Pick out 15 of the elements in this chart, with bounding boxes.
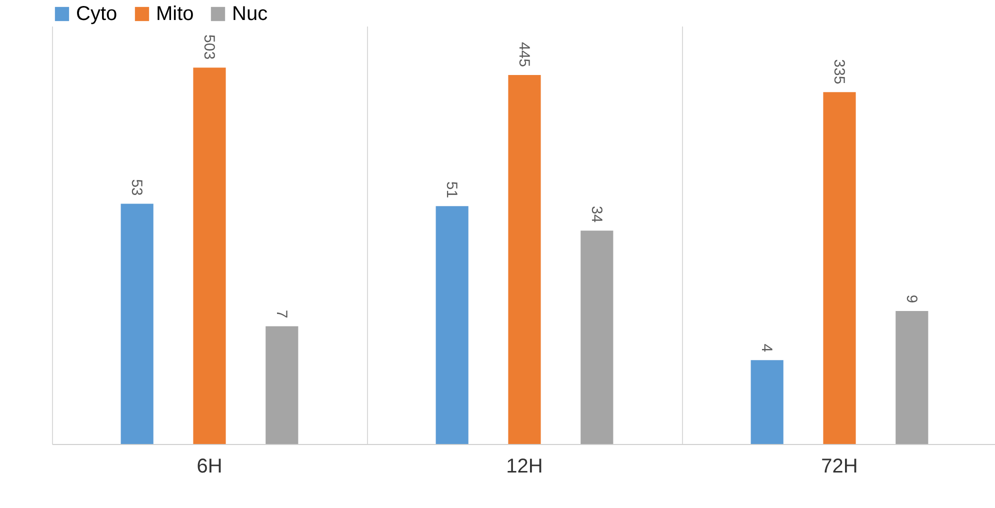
data-label: 7 bbox=[272, 310, 290, 318]
data-label: 51 bbox=[443, 181, 460, 198]
data-label: 335 bbox=[830, 59, 848, 84]
data-label: 503 bbox=[200, 34, 218, 60]
data-label: 445 bbox=[516, 42, 532, 67]
legend-label: Mito bbox=[156, 3, 194, 25]
data-label: 34 bbox=[588, 206, 605, 223]
legend-label: Nuc bbox=[232, 3, 268, 25]
data-label: 9 bbox=[902, 294, 920, 304]
legend-label: Cyto bbox=[76, 3, 118, 25]
data-label: 53 bbox=[128, 179, 146, 196]
data-label: 4 bbox=[758, 344, 776, 352]
x-tick-label: 72H bbox=[821, 456, 858, 478]
x-tick-label: 6H bbox=[196, 456, 222, 478]
x-tick-label: 12H bbox=[506, 456, 543, 478]
